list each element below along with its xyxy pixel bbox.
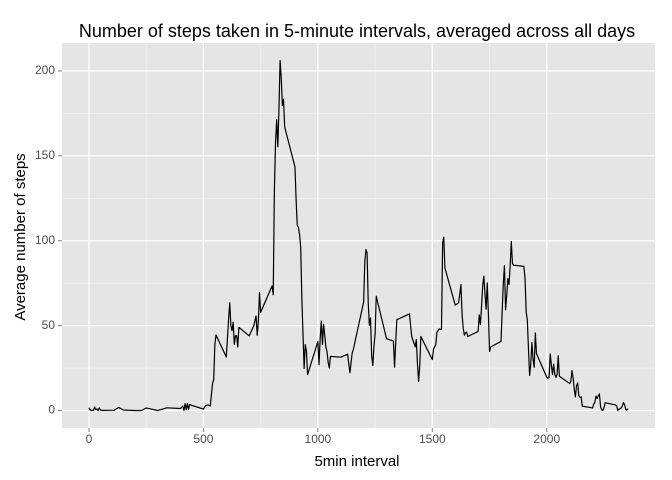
y-tick-label: 200	[35, 63, 55, 77]
data-line	[88, 59, 629, 412]
x-tick-label: 1000	[305, 432, 332, 446]
x-tick-label: 2000	[533, 432, 560, 446]
y-tick-label: 0	[48, 403, 55, 417]
plot-panel	[62, 43, 655, 428]
x-axis-title: 5min interval	[314, 453, 399, 470]
x-tick-label: 1500	[419, 432, 446, 446]
chart-title: Number of steps taken in 5-minute interv…	[79, 21, 635, 41]
y-axis-title: Average number of steps	[12, 153, 29, 320]
y-tick-label: 150	[35, 148, 55, 162]
x-tick-label: 500	[193, 432, 213, 446]
x-tick-label: 0	[86, 432, 93, 446]
y-tick-label: 50	[42, 318, 56, 332]
y-tick-label: 100	[35, 233, 55, 247]
